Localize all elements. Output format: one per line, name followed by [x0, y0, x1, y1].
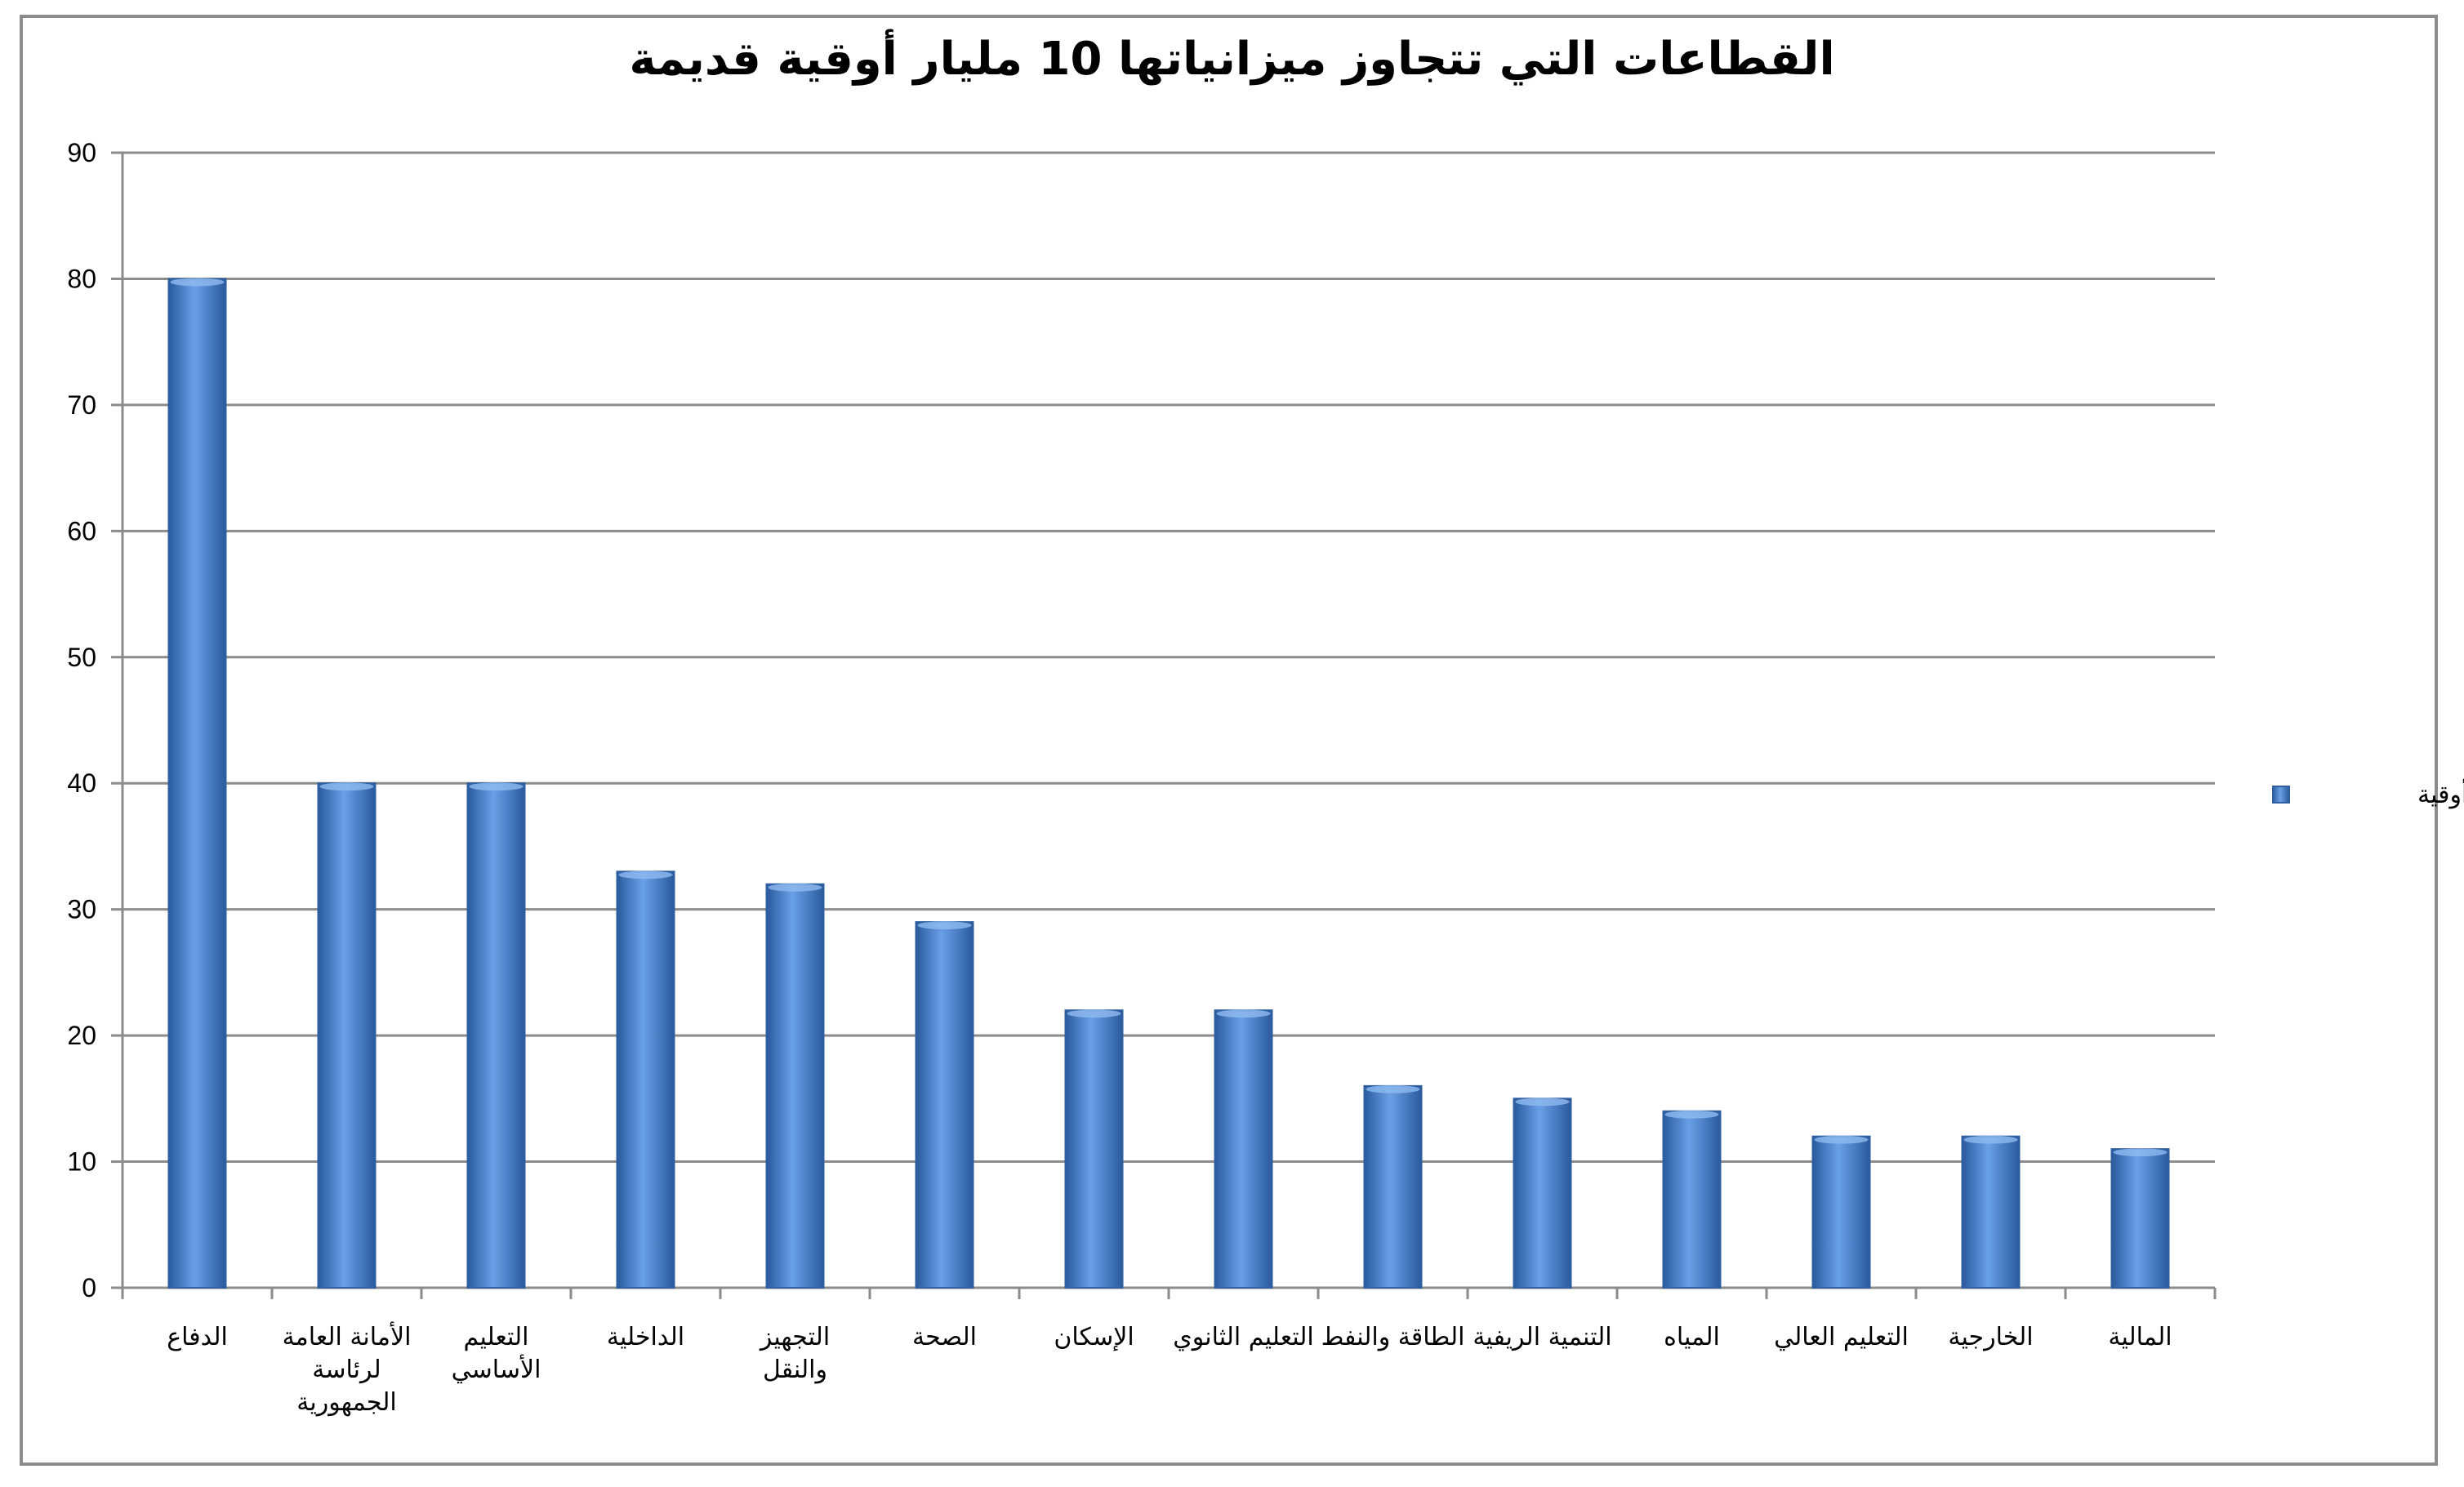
x-category-label: التعليم الأساسي [452, 1323, 541, 1384]
x-category-label-line: المياه [1664, 1323, 1720, 1351]
x-category-label-line: التعليم [464, 1323, 529, 1351]
x-category-label: الإسكان [1054, 1323, 1134, 1351]
x-category-label: التعليم الثانوي [1173, 1323, 1314, 1351]
x-category-label-line: الخارجية [1948, 1323, 2033, 1351]
bar [167, 278, 227, 1289]
bar-top-highlight [170, 278, 225, 287]
bar-top-highlight [1515, 1097, 1570, 1106]
bar [1363, 1084, 1423, 1289]
bars [167, 278, 2170, 1289]
x-category-label-line: الإسكان [1054, 1323, 1134, 1351]
bar-top-highlight [469, 782, 524, 791]
bar [765, 883, 825, 1289]
x-category-label: الصحة [912, 1323, 977, 1351]
y-tick-label: 0 [82, 1273, 96, 1302]
bar [1513, 1097, 1572, 1289]
bar [466, 782, 526, 1289]
y-tick-label: 70 [67, 390, 96, 420]
x-category-label-line: الطاقة والنفط [1321, 1323, 1465, 1351]
bar [915, 921, 974, 1289]
x-category-label-line: الأساسي [452, 1353, 541, 1384]
x-category-label: التجهيز والنقل [759, 1323, 830, 1384]
legend: مليار أوقية [2272, 777, 2464, 809]
bar-top-highlight [768, 883, 822, 892]
x-category-label-line: الدفاع [167, 1323, 228, 1351]
x-category-label: الخارجية [1948, 1323, 2033, 1351]
legend-swatch [2272, 786, 2290, 804]
y-tick-label: 80 [67, 264, 96, 293]
x-category-label: التعليم العالي [1774, 1323, 1909, 1351]
x-category-label-line: التنمية الريفية [1473, 1323, 1611, 1351]
x-category-label-line: المالية [2108, 1323, 2172, 1351]
y-tick-label: 90 [67, 138, 96, 167]
x-category-label: المالية [2108, 1323, 2172, 1351]
category-labels: الدفاع الأمانة العامة لرئاسة الجمهورية التعل… [167, 1320, 2172, 1417]
bar [1811, 1135, 1871, 1289]
x-category-label: الداخلية [607, 1323, 684, 1351]
x-category-label: التنمية الريفية [1473, 1323, 1611, 1351]
bar-top-highlight [1216, 1009, 1271, 1018]
x-category-label-line: التعليم العالي [1774, 1323, 1909, 1351]
x-category-label-line: الأمانة العامة [283, 1320, 412, 1351]
bar [2110, 1148, 2170, 1289]
y-tick-label: 10 [67, 1147, 96, 1177]
chart-title: القطاعات التي تتجاوز ميزانياتها 10 مليار… [629, 33, 1835, 86]
x-category-label-line: الصحة [912, 1323, 977, 1351]
bar [616, 870, 675, 1289]
axes: 0 10 20 30 40 50 60 70 80 90 [67, 138, 2217, 1302]
y-tick-label: 30 [67, 895, 96, 924]
bar-top-highlight [618, 870, 673, 879]
bar [317, 782, 377, 1289]
y-tick-label: 20 [67, 1021, 96, 1050]
x-category-label-line: الجمهورية [296, 1388, 396, 1417]
gridlines [123, 151, 2215, 1164]
bar-top-highlight [2113, 1148, 2168, 1157]
y-tick-label: 50 [67, 643, 96, 672]
x-category-label-line: التجهيز [759, 1323, 830, 1351]
x-category-label: المياه [1664, 1323, 1720, 1351]
bar [1064, 1009, 1124, 1289]
x-category-label-line: والنقل [763, 1356, 827, 1384]
bar-top-highlight [319, 782, 374, 791]
legend-label: مليار أوقية [2417, 777, 2464, 809]
x-category-label: الطاقة والنفط [1321, 1323, 1465, 1351]
bar [1961, 1135, 2021, 1289]
y-tick-label: 60 [67, 516, 96, 545]
bar [1662, 1110, 1722, 1289]
bar-top-highlight [1963, 1135, 2018, 1144]
x-category-label-line: الداخلية [607, 1323, 684, 1351]
bar-top-highlight [1814, 1135, 1869, 1144]
bar-top-highlight [1664, 1110, 1719, 1119]
x-category-label: الأمانة العامة لرئاسة الجمهورية [283, 1320, 412, 1417]
bar-top-highlight [917, 921, 972, 930]
x-category-label: الدفاع [167, 1323, 228, 1351]
bar-top-highlight [1067, 1009, 1121, 1018]
bar-top-highlight [1366, 1084, 1420, 1093]
x-category-label-line: التعليم الثانوي [1173, 1323, 1314, 1351]
x-category-label-line: لرئاسة [312, 1356, 381, 1384]
y-tick-label: 40 [67, 768, 96, 798]
bar [1214, 1009, 1273, 1289]
